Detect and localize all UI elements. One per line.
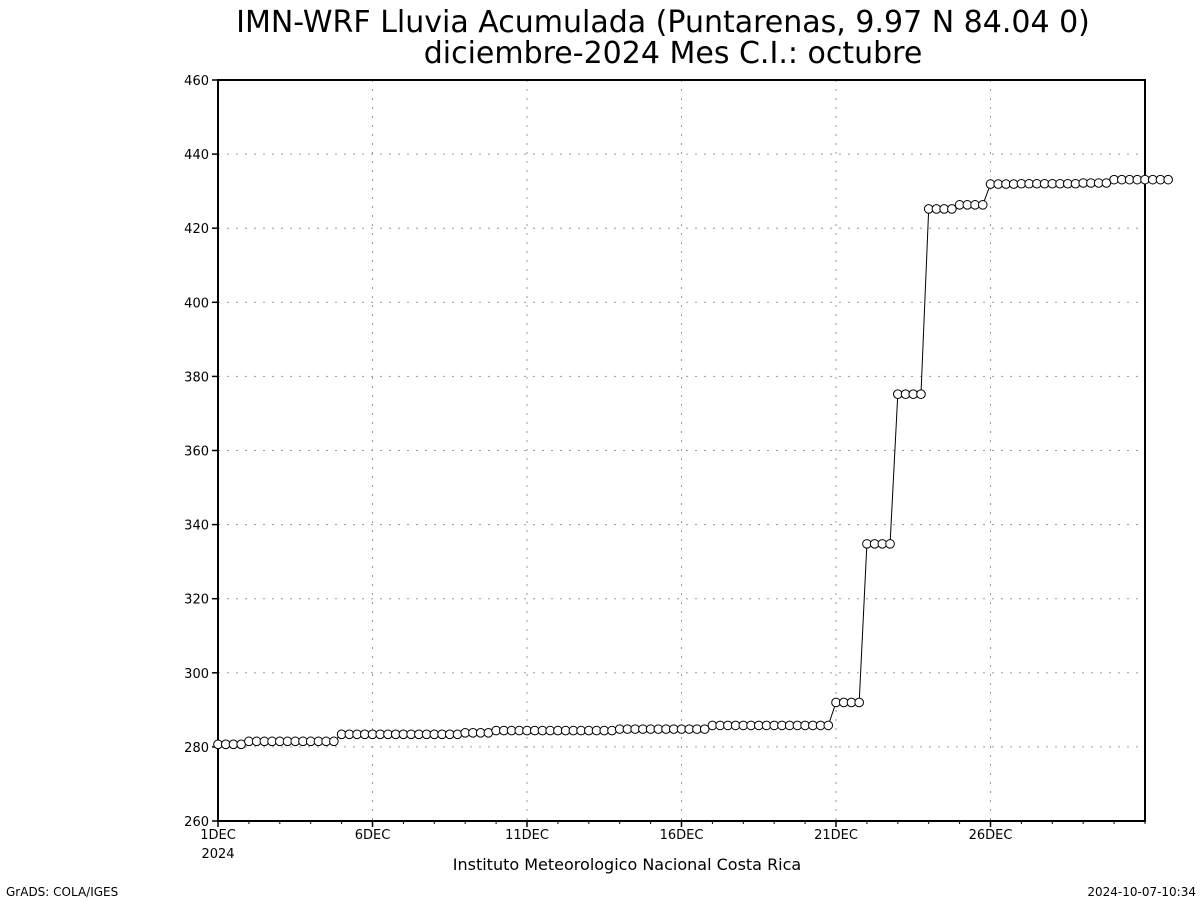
y-tick-label: 460 — [184, 74, 209, 89]
y-tick-label: 340 — [184, 519, 209, 534]
x-tick-label: 21DEC — [814, 828, 858, 843]
data-point — [699, 724, 710, 734]
data-point — [452, 729, 463, 740]
series-line — [213, 174, 1173, 750]
y-tick-label: 400 — [184, 296, 209, 311]
data-point — [916, 389, 926, 399]
data-point — [329, 736, 339, 747]
x-axis-label: Instituto Meteorologico Nacional Costa R… — [453, 855, 801, 874]
data-point — [854, 697, 864, 708]
y-tick-label: 380 — [184, 370, 209, 385]
y-tick-label: 360 — [184, 445, 209, 460]
grid — [218, 80, 1145, 821]
footer-right: 2024-10-07-10:34 — [1087, 885, 1196, 899]
x-tick-label: 6DEC — [355, 828, 391, 843]
x-tick-label: 1DEC — [200, 828, 236, 843]
x-tick-label: 26DEC — [969, 828, 1013, 843]
data-point — [823, 720, 834, 731]
x-tick-label: 16DEC — [660, 828, 704, 843]
chart-subtitle: diciembre-2024 Mes C.I.: octubre — [424, 36, 923, 71]
data-point — [1163, 174, 1173, 185]
y-tick-label: 300 — [184, 667, 209, 682]
data-point — [947, 204, 957, 214]
series-line-path — [218, 179, 1169, 745]
chart-title: IMN-WRF Lluvia Acumulada (Puntarenas, 9.… — [236, 5, 1090, 40]
data-point — [977, 200, 988, 210]
y-tick-label: 440 — [184, 148, 209, 163]
y-tick-label: 420 — [184, 222, 209, 237]
y-tick-label: 320 — [184, 593, 209, 608]
y-tick-label: 280 — [184, 741, 209, 756]
data-point — [607, 725, 617, 736]
axes: 260 280 300 320 340 360 380 400 420 440 460 1DEC 202… — [184, 74, 1146, 862]
data-point — [885, 539, 895, 549]
x-tick-label: 11DEC — [505, 828, 549, 843]
x-tick-sublabel: 2024 — [201, 847, 234, 862]
y-tick-label: 260 — [184, 815, 209, 830]
footer-left: GrADS: COLA/IGES — [6, 885, 118, 899]
